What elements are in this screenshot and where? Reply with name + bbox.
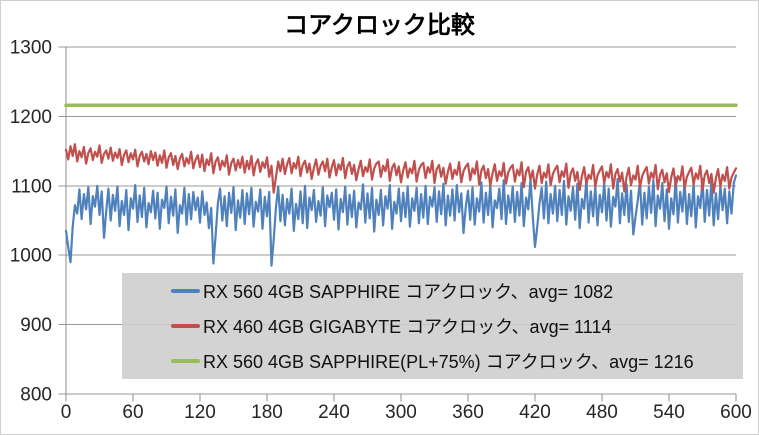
legend-swatch-green [171, 359, 200, 364]
legend-swatch-red [171, 323, 200, 328]
legend: RX 560 4GB SAPPHIRE コアクロック、avg= 1082 RX … [122, 273, 743, 379]
legend-item-rx460-gigabyte: RX 460 4GB GIGABYTE コアクロック、avg= 1114 [122, 313, 743, 339]
y-tick-label-900: 900 [20, 315, 52, 336]
y-tick-label-800: 800 [20, 385, 52, 406]
x-tick-label-420: 420 [519, 402, 551, 423]
x-tick-label-300: 300 [385, 402, 417, 423]
x-tick-label-180: 180 [251, 402, 283, 423]
y-tick-label-1200: 1200 [10, 107, 52, 128]
x-tick-label-540: 540 [653, 402, 685, 423]
x-tick-label-240: 240 [318, 402, 350, 423]
x-tick-label-360: 360 [452, 402, 484, 423]
x-tick-label-480: 480 [586, 402, 618, 423]
y-tick-label-1300: 1300 [10, 38, 52, 59]
series-line-1 [64, 143, 738, 194]
y-tick-label-1100: 1100 [11, 176, 52, 197]
x-tick-label-60: 60 [122, 402, 143, 423]
legend-label-rx560-sapphire: RX 560 4GB SAPPHIRE コアクロック、avg= 1082 [203, 281, 614, 302]
legend-label-rx560-sapphire-pl75: RX 560 4GB SAPPHIRE(PL+75%) コアクロック、avg= … [203, 352, 694, 373]
series-line-0 [64, 174, 738, 267]
legend-label-rx460-gigabyte: RX 460 4GB GIGABYTE コアクロック、avg= 1114 [203, 316, 612, 337]
y-tick-label-1000: 1000 [10, 246, 52, 267]
legend-swatch-blue [171, 288, 200, 293]
x-tick-label-120: 120 [184, 402, 216, 423]
x-tick-label-0: 0 [61, 402, 72, 423]
chart-title: コアクロック比較 [284, 12, 475, 39]
legend-item-rx560-sapphire-pl75: RX 560 4GB SAPPHIRE(PL+75%) コアクロック、avg= … [122, 348, 743, 374]
x-tick-label-600: 600 [720, 402, 752, 423]
legend-item-rx560-sapphire: RX 560 4GB SAPPHIRE コアクロック、avg= 1082 [122, 278, 743, 304]
